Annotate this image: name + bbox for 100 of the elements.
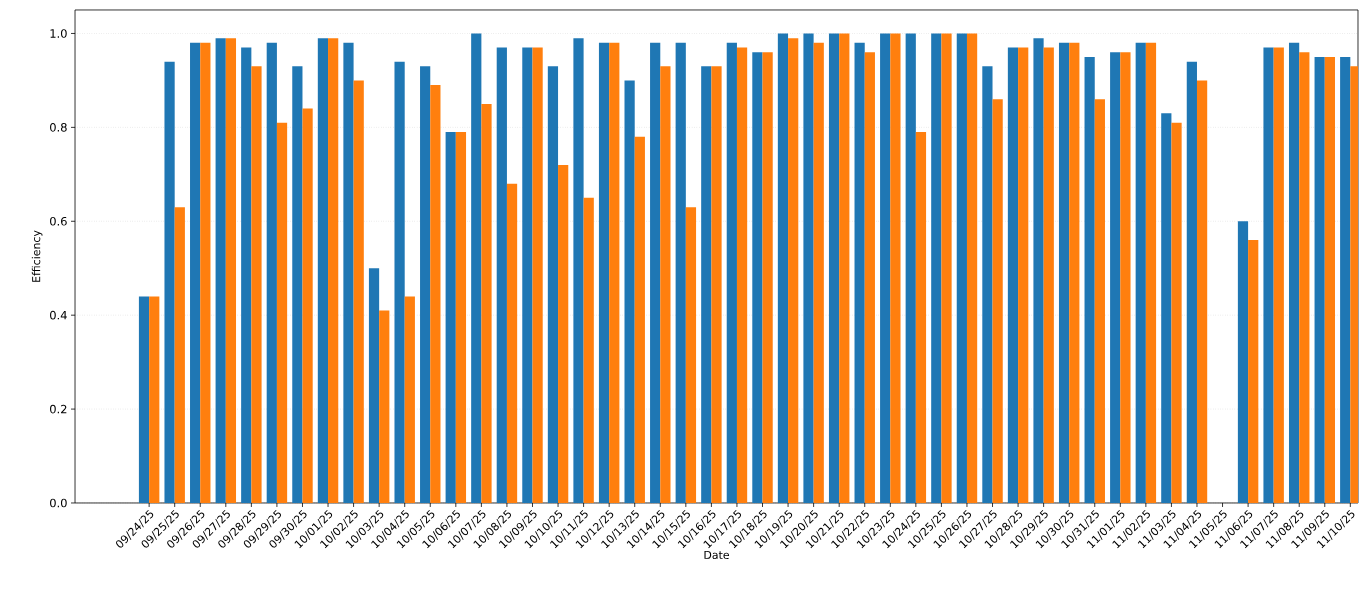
- bar: [941, 33, 952, 503]
- bar: [1084, 56, 1095, 503]
- bar: [736, 47, 748, 503]
- bar: [379, 310, 390, 503]
- bar: [1043, 47, 1054, 503]
- bar: [675, 42, 686, 503]
- bar: [1110, 52, 1121, 503]
- bar: [803, 33, 814, 503]
- bar: [905, 33, 916, 503]
- bar: [813, 42, 824, 503]
- bar: [1018, 47, 1029, 503]
- bar: [1186, 61, 1197, 503]
- bar: [777, 33, 789, 503]
- bar: [394, 61, 405, 503]
- bar: [302, 108, 313, 503]
- bar: [1120, 52, 1131, 503]
- y-tick-label: 0.8: [50, 123, 67, 132]
- bar: [1094, 99, 1105, 503]
- bar: [1314, 56, 1325, 503]
- bar: [174, 207, 185, 503]
- bar: [788, 38, 799, 503]
- bar: [1161, 113, 1172, 503]
- bar: [138, 296, 150, 503]
- bar: [1288, 42, 1300, 503]
- y-tick-label: 0.2: [50, 404, 67, 414]
- y-tick-label: 0.4: [50, 310, 67, 320]
- bar: [1340, 56, 1351, 503]
- bar: [522, 47, 533, 503]
- bar: [828, 33, 840, 503]
- bar: [547, 66, 559, 503]
- bar: [445, 132, 456, 503]
- bar: [966, 33, 978, 503]
- bar: [1263, 47, 1274, 503]
- x-axis-title: Date: [704, 550, 730, 560]
- bar: [225, 38, 237, 503]
- bar: [1058, 42, 1070, 503]
- bar: [1196, 80, 1208, 503]
- bar: [880, 33, 891, 503]
- bar: [532, 47, 543, 503]
- bar: [762, 52, 773, 503]
- bar: [854, 42, 865, 503]
- bar: [660, 66, 671, 503]
- bar: [711, 66, 722, 503]
- bar: [471, 33, 482, 503]
- bar: [1145, 42, 1157, 503]
- bar: [317, 38, 329, 503]
- bar: [1069, 42, 1080, 503]
- y-tick-label: 0.6: [50, 216, 67, 226]
- bar: [241, 47, 252, 503]
- bar: [328, 38, 339, 503]
- bar: [726, 42, 737, 503]
- bar: [890, 33, 901, 503]
- bar: [164, 61, 175, 503]
- bar: [839, 33, 850, 503]
- bar: [650, 42, 661, 503]
- bar: [598, 42, 610, 503]
- bar: [1033, 38, 1044, 503]
- bar: [1135, 42, 1146, 503]
- y-axis-title: Efficiency: [31, 230, 43, 282]
- bar: [1171, 122, 1182, 503]
- bar: [420, 66, 431, 503]
- bar: [701, 66, 712, 503]
- bar: [864, 52, 875, 503]
- bar: [1299, 52, 1310, 503]
- bar: [752, 52, 763, 503]
- bar: [634, 136, 645, 503]
- bar: [200, 42, 211, 503]
- bar: [956, 33, 967, 503]
- bar: [343, 42, 354, 503]
- bar: [368, 268, 380, 503]
- bar: [992, 99, 1003, 503]
- bar: [982, 66, 993, 503]
- bar: [266, 42, 277, 503]
- bar: [251, 66, 262, 503]
- bar: [1273, 47, 1284, 503]
- bar: [430, 85, 441, 503]
- bar: [915, 132, 927, 503]
- bar: [276, 122, 288, 503]
- bar: [624, 80, 635, 503]
- y-tick-label: 1.0: [50, 29, 67, 38]
- bar: [506, 183, 518, 503]
- bar: [215, 38, 226, 503]
- bar: [292, 66, 303, 503]
- y-tick-label: 0.0: [50, 498, 67, 508]
- bar: [573, 38, 584, 503]
- bar: [190, 42, 201, 503]
- bar: [931, 33, 942, 503]
- bar: [1324, 56, 1335, 503]
- bar: [455, 132, 467, 503]
- bar: [404, 296, 415, 503]
- bar: [149, 296, 160, 503]
- bar: [583, 197, 594, 503]
- bar: [1237, 221, 1249, 503]
- bar: [353, 80, 364, 503]
- bar: [609, 42, 620, 503]
- bar: [1007, 47, 1019, 503]
- bar: [558, 164, 569, 503]
- bar: [685, 207, 697, 503]
- bar: [481, 103, 492, 503]
- bar: [496, 47, 507, 503]
